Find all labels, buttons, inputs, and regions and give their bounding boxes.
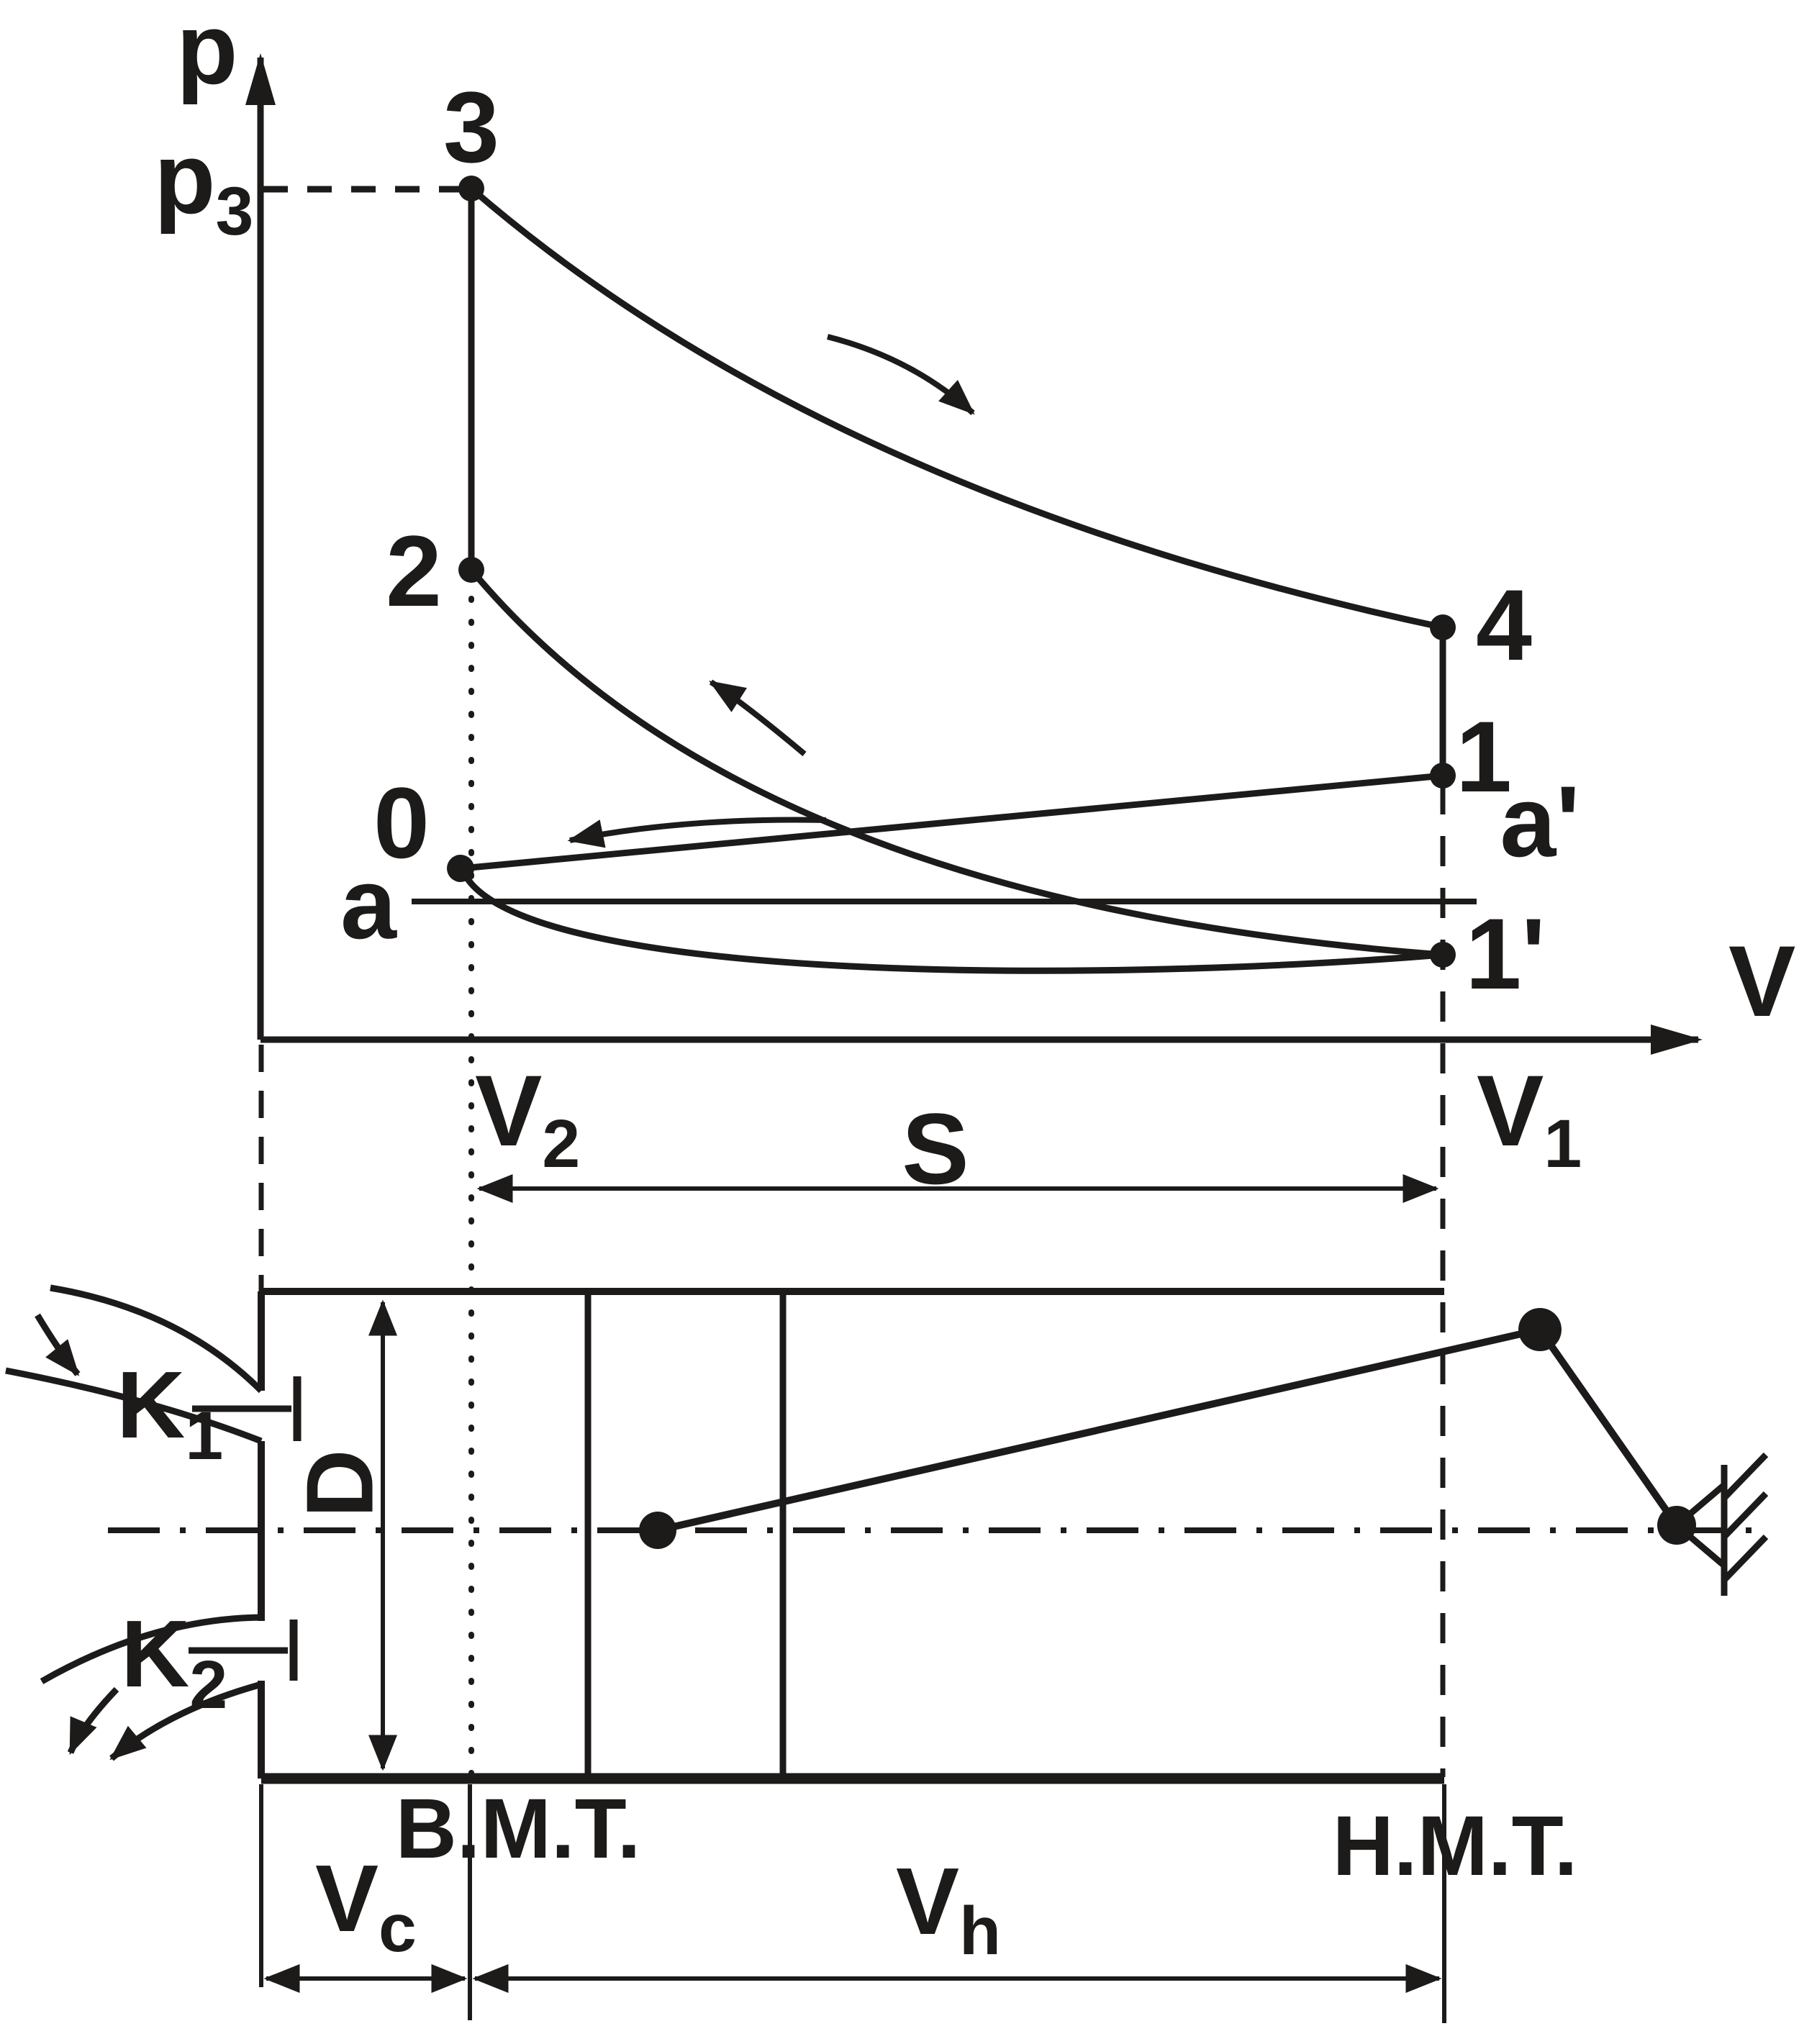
intake-passage-lower-wall <box>5 1367 263 1445</box>
exhaust-flow-arrow-outer-icon <box>109 1681 260 1761</box>
expansion-direction-arrow-icon <box>827 334 975 415</box>
process-1-0-scavenge-line <box>461 772 1444 872</box>
point-1-prime-dot <box>1430 942 1456 968</box>
point-2-dot <box>458 557 484 583</box>
exhaust-passage-upper-wall <box>40 1614 262 1684</box>
pv-chart: p V p3 3 2 0 a 4 1 a' 1' <box>154 0 1795 1780</box>
point-4-label: 4 <box>1476 568 1532 681</box>
scavenge-direction-arrow-icon <box>567 817 827 848</box>
cylinder-crank-scheme: D K1 K2 B.M.T. H.M.T. Vc Vh <box>5 1284 1772 2023</box>
process-0-1p-loop-curve <box>458 867 1444 974</box>
connecting-rod <box>656 1326 1541 1534</box>
point-a-label: a <box>340 847 397 960</box>
exhaust-flow-arrow-inner-icon <box>67 1686 119 1755</box>
crank-pin-joint <box>1518 1308 1562 1351</box>
p3-label: p3 <box>154 122 253 250</box>
v-axis-label: V <box>1728 925 1795 1037</box>
piston-pin-joint <box>639 1512 676 1549</box>
tdc-label: B.M.T. <box>396 1781 641 1876</box>
intake-passage-upper-wall <box>50 1284 264 1394</box>
point-3-dot <box>458 176 484 201</box>
point-1-dot <box>1430 763 1456 789</box>
intake-flow-arrow-icon <box>35 1313 81 1376</box>
bdc-label: H.M.T. <box>1333 1799 1578 1894</box>
clearance-volume-label: Vc <box>315 1845 417 1966</box>
point-0-dot <box>447 855 474 882</box>
process-3-4-expansion-curve <box>469 186 1444 631</box>
point-2-label: 2 <box>386 514 442 627</box>
bore-dimension-label: D <box>287 1449 393 1517</box>
v2-tick-label: V2 <box>475 1054 580 1182</box>
point-0-label: 0 <box>373 766 430 879</box>
intake-port-label: K1 <box>117 1352 223 1474</box>
point-4-dot <box>1430 614 1456 640</box>
exhaust-port-k2: K2 <box>40 1601 298 1761</box>
v1-tick-label: V1 <box>1477 1054 1582 1182</box>
p-axis-label: p <box>176 0 238 105</box>
swept-volume-label: Vh <box>896 1848 1001 1969</box>
process-1p-2-compression-curve <box>468 568 1444 958</box>
point-3-label: 3 <box>443 71 499 183</box>
intake-port-k1: K1 <box>5 1284 302 1474</box>
compression-direction-arrow-icon <box>709 679 807 757</box>
point-1-prime-label: 1' <box>1465 897 1545 1010</box>
fixed-support-icon <box>1675 1452 1769 1596</box>
point-a-prime-label: a' <box>1500 765 1580 878</box>
crank-arm <box>1536 1327 1680 1527</box>
exhaust-port-label: K2 <box>121 1601 227 1723</box>
point-1-label: 1 <box>1456 700 1512 813</box>
